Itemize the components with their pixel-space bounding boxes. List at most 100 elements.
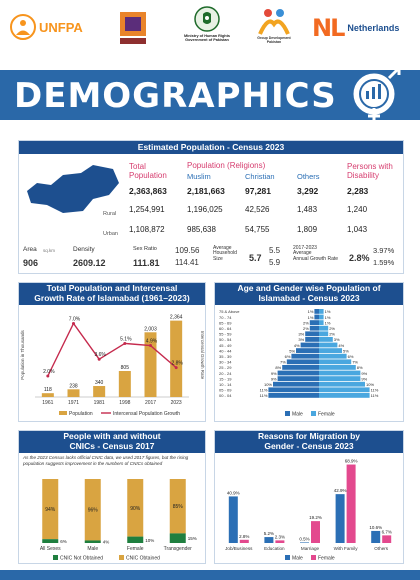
cnic-not-label: 4% xyxy=(103,540,110,545)
urban-others: 1,809 xyxy=(297,225,318,234)
growth-rate-line xyxy=(47,322,177,377)
pyramid-bar-female xyxy=(319,337,333,342)
hh-urban: 5.9 xyxy=(269,258,281,267)
growth-bar-label: 2,003 xyxy=(144,326,157,332)
rural-others: 1,483 xyxy=(297,205,318,214)
total-christian: 97,281 xyxy=(245,186,271,196)
pyramid-bar-male xyxy=(268,387,319,393)
pyramid-bar-female xyxy=(319,387,370,393)
migration-panel: Reasons for Migration by Gender - Census… xyxy=(214,430,404,564)
pyramid-bar-male xyxy=(286,359,319,365)
population-panel: Estimated Population - Census 2023 Total… xyxy=(18,140,404,274)
cnic-obtained-label: 96% xyxy=(88,508,99,514)
ministry-logo: Ministry of Human Rights Government of P… xyxy=(172,6,242,42)
growth-rate-label: 5.1% xyxy=(120,336,132,342)
hh-value: 5.7 xyxy=(249,253,262,263)
growth-bar-label: 118 xyxy=(44,387,52,393)
urban-total: 1,108,872 xyxy=(129,225,165,234)
pyramid-female-label: 2% xyxy=(329,326,335,331)
pyramid-bar-female xyxy=(319,331,329,337)
agr-urban: 1.59% xyxy=(373,258,395,267)
pyramid-age-label: 65 - 69 xyxy=(219,320,232,325)
pyramid-age-label: 10 - 14 xyxy=(219,382,232,387)
cnic-tick-label: Male xyxy=(87,546,98,552)
growth-bar xyxy=(67,389,80,397)
cnic-obtained-label: 85% xyxy=(173,504,184,510)
pyramid-male-label: 11% xyxy=(260,388,268,393)
density-value: 2609.12 xyxy=(73,258,106,268)
migration-male-label: 42.9% xyxy=(334,488,347,493)
growth-tick-label: 1971 xyxy=(68,400,79,406)
pyramid-bar-male xyxy=(305,331,319,337)
cnic-bar-not-obtained xyxy=(127,536,144,543)
pyramid-male-label: 9% xyxy=(271,376,277,381)
migration-heading: Reasons for Migration by Gender - Census… xyxy=(215,431,403,453)
migration-male-label: 10.6% xyxy=(369,525,382,530)
growth-rate-point xyxy=(149,344,152,348)
pyramid-bar-female xyxy=(319,376,361,381)
total-population: 2,363,863 xyxy=(129,186,167,196)
cnic-tick-label: All Sexes xyxy=(40,546,61,552)
growth-rate-label: 7.0% xyxy=(69,317,81,323)
total-disability: 2,283 xyxy=(347,186,369,196)
pyramid-female-label: 9% xyxy=(361,371,367,376)
gdp-logo: Group Development Pakistan xyxy=(252,6,296,44)
sexratio-urban: 114.41 xyxy=(175,258,199,267)
migration-bar-male xyxy=(371,530,381,543)
growth-tick-label: 1998 xyxy=(119,400,130,406)
growth-tick-label: 2023 xyxy=(171,400,182,406)
hh-label: Average Household Size xyxy=(213,245,237,262)
pyramid-bar-female xyxy=(319,348,342,353)
migration-bar-female xyxy=(311,521,320,543)
nl-logo: NL Netherlands xyxy=(312,14,399,42)
pyramid-female-label: 6% xyxy=(348,354,354,359)
urban-disability: 1,043 xyxy=(347,225,368,234)
pyramid-age-label: 30 - 34 xyxy=(219,360,232,365)
growth-chart: Population in Thousands Intercensal Growt… xyxy=(20,315,205,417)
cnic-tick-label: Female xyxy=(127,546,144,552)
pyramid-heading: Age and Gender wise Population of Islama… xyxy=(215,283,403,305)
pyramid-female-label: 1% xyxy=(325,320,331,325)
growth-bar xyxy=(41,393,54,397)
cnic-note: As the 2023 Census lacks official CNIC d… xyxy=(23,455,189,466)
pyramid-female-label: 3% xyxy=(334,337,340,342)
pyramid-bar-male xyxy=(305,337,319,342)
pyramid-bar-female xyxy=(319,370,361,376)
pyramid-legend-swatch-male xyxy=(285,411,290,416)
sexratio-value: 111.81 xyxy=(133,258,160,268)
logos-bar: UNFPA Ministry of Human Rights Governmen… xyxy=(0,0,420,62)
growth-tick-label: 1981 xyxy=(94,400,105,406)
pyramid-male-label: 2% xyxy=(303,320,309,325)
migration-male-label: 40.9% xyxy=(227,490,240,495)
unfpa-emblem-icon xyxy=(10,14,36,40)
hh-rural: 5.5 xyxy=(269,246,281,255)
migration-bar-female xyxy=(346,464,356,543)
pyramid-male-label: 6% xyxy=(285,354,291,359)
pyramid-age-label: 45 - 49 xyxy=(219,343,232,348)
pyramid-bar-male xyxy=(300,342,319,348)
growth-tick-label: 2017 xyxy=(145,400,156,406)
pyramid-male-label: 1% xyxy=(308,309,314,314)
growth-bar xyxy=(170,320,183,397)
growth-y2-axis-label: Intercensal Growth Rate xyxy=(200,331,205,380)
cnic-heading: People with and without CNICs - Census 2… xyxy=(19,431,205,453)
migration-tick-label: Job/Business xyxy=(225,546,253,551)
cnic-bar-not-obtained xyxy=(84,540,101,543)
sexratio-label: Sex Ratio xyxy=(133,246,157,252)
col-total-header: Total Population xyxy=(129,162,167,180)
total-muslim: 2,181,663 xyxy=(187,186,225,196)
pyramid-age-label: 55 - 59 xyxy=(219,332,232,337)
pyramid-bar-male xyxy=(291,353,319,359)
growth-heading: Total Population and Intercensal Growth … xyxy=(19,283,205,305)
agr-rural: 3.97% xyxy=(373,246,395,255)
area-value: 906 xyxy=(23,258,39,268)
migration-male-label: 5.2% xyxy=(264,531,274,536)
area-label: Area xyxy=(23,246,37,253)
cnic-bar-obtained xyxy=(84,479,101,541)
pyramid-male-label: 1% xyxy=(308,315,314,320)
growth-rate-label: 4.9% xyxy=(146,339,158,345)
growth-bar-label: 2,364 xyxy=(170,315,183,321)
pyramid-age-label: 00 - 04 xyxy=(219,393,232,398)
footer-bar xyxy=(0,570,420,580)
cnic-panel: People with and without CNICs - Census 2… xyxy=(18,430,206,564)
